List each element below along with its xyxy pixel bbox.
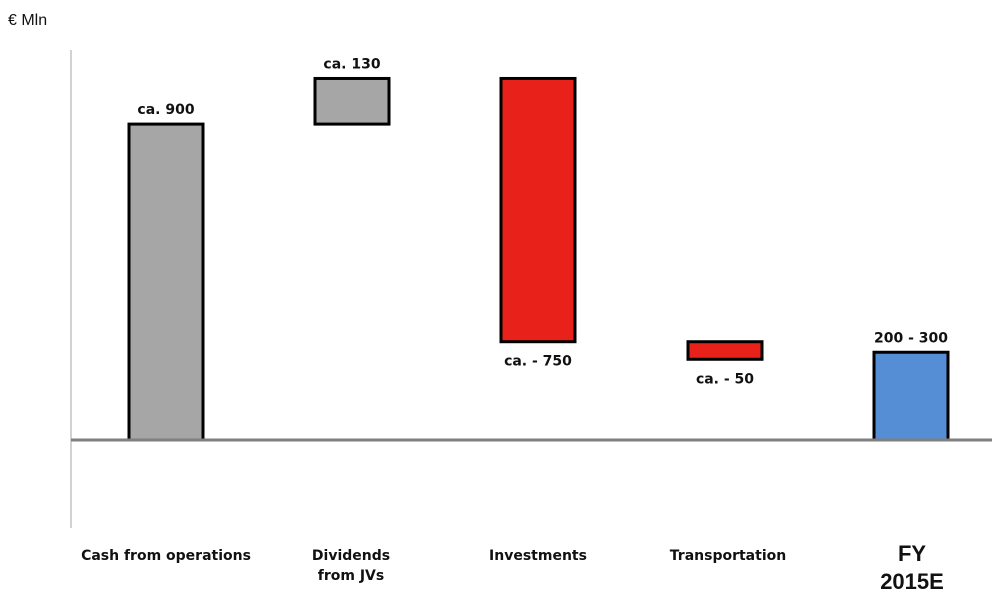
- bar-cash-from-operations: [127, 122, 205, 442]
- bar-investments: [499, 76, 577, 344]
- data-label-cash-from-operations: ca. 900: [137, 102, 194, 118]
- bar-fy-2015e: [872, 350, 950, 442]
- data-label-transportation: ca. - 50: [696, 371, 754, 387]
- category-label-fy-2015e: FY 2015E: [852, 540, 972, 596]
- data-label-fy-2015e: 200 - 300: [874, 330, 948, 346]
- category-label-line: 2015E: [880, 569, 944, 594]
- category-label-line: from JVs: [317, 568, 385, 584]
- bar-dividends-from-jvs: [313, 76, 391, 126]
- data-label-investments: ca. - 750: [504, 354, 572, 370]
- category-label-dividends-from-jvs: Dividends from JVs: [291, 546, 411, 586]
- bar-transportation: [686, 340, 764, 361]
- category-label-line: FY: [897, 541, 927, 566]
- category-label-investments: Investments: [489, 548, 587, 564]
- data-label-dividends-from-jvs: ca. 130: [323, 56, 380, 72]
- unit-label: € Mln: [8, 12, 48, 29]
- category-label-cash-from-operations: Cash from operations: [81, 548, 251, 564]
- category-label-line: Dividends: [311, 548, 391, 564]
- category-label-transportation: Transportation: [669, 548, 787, 564]
